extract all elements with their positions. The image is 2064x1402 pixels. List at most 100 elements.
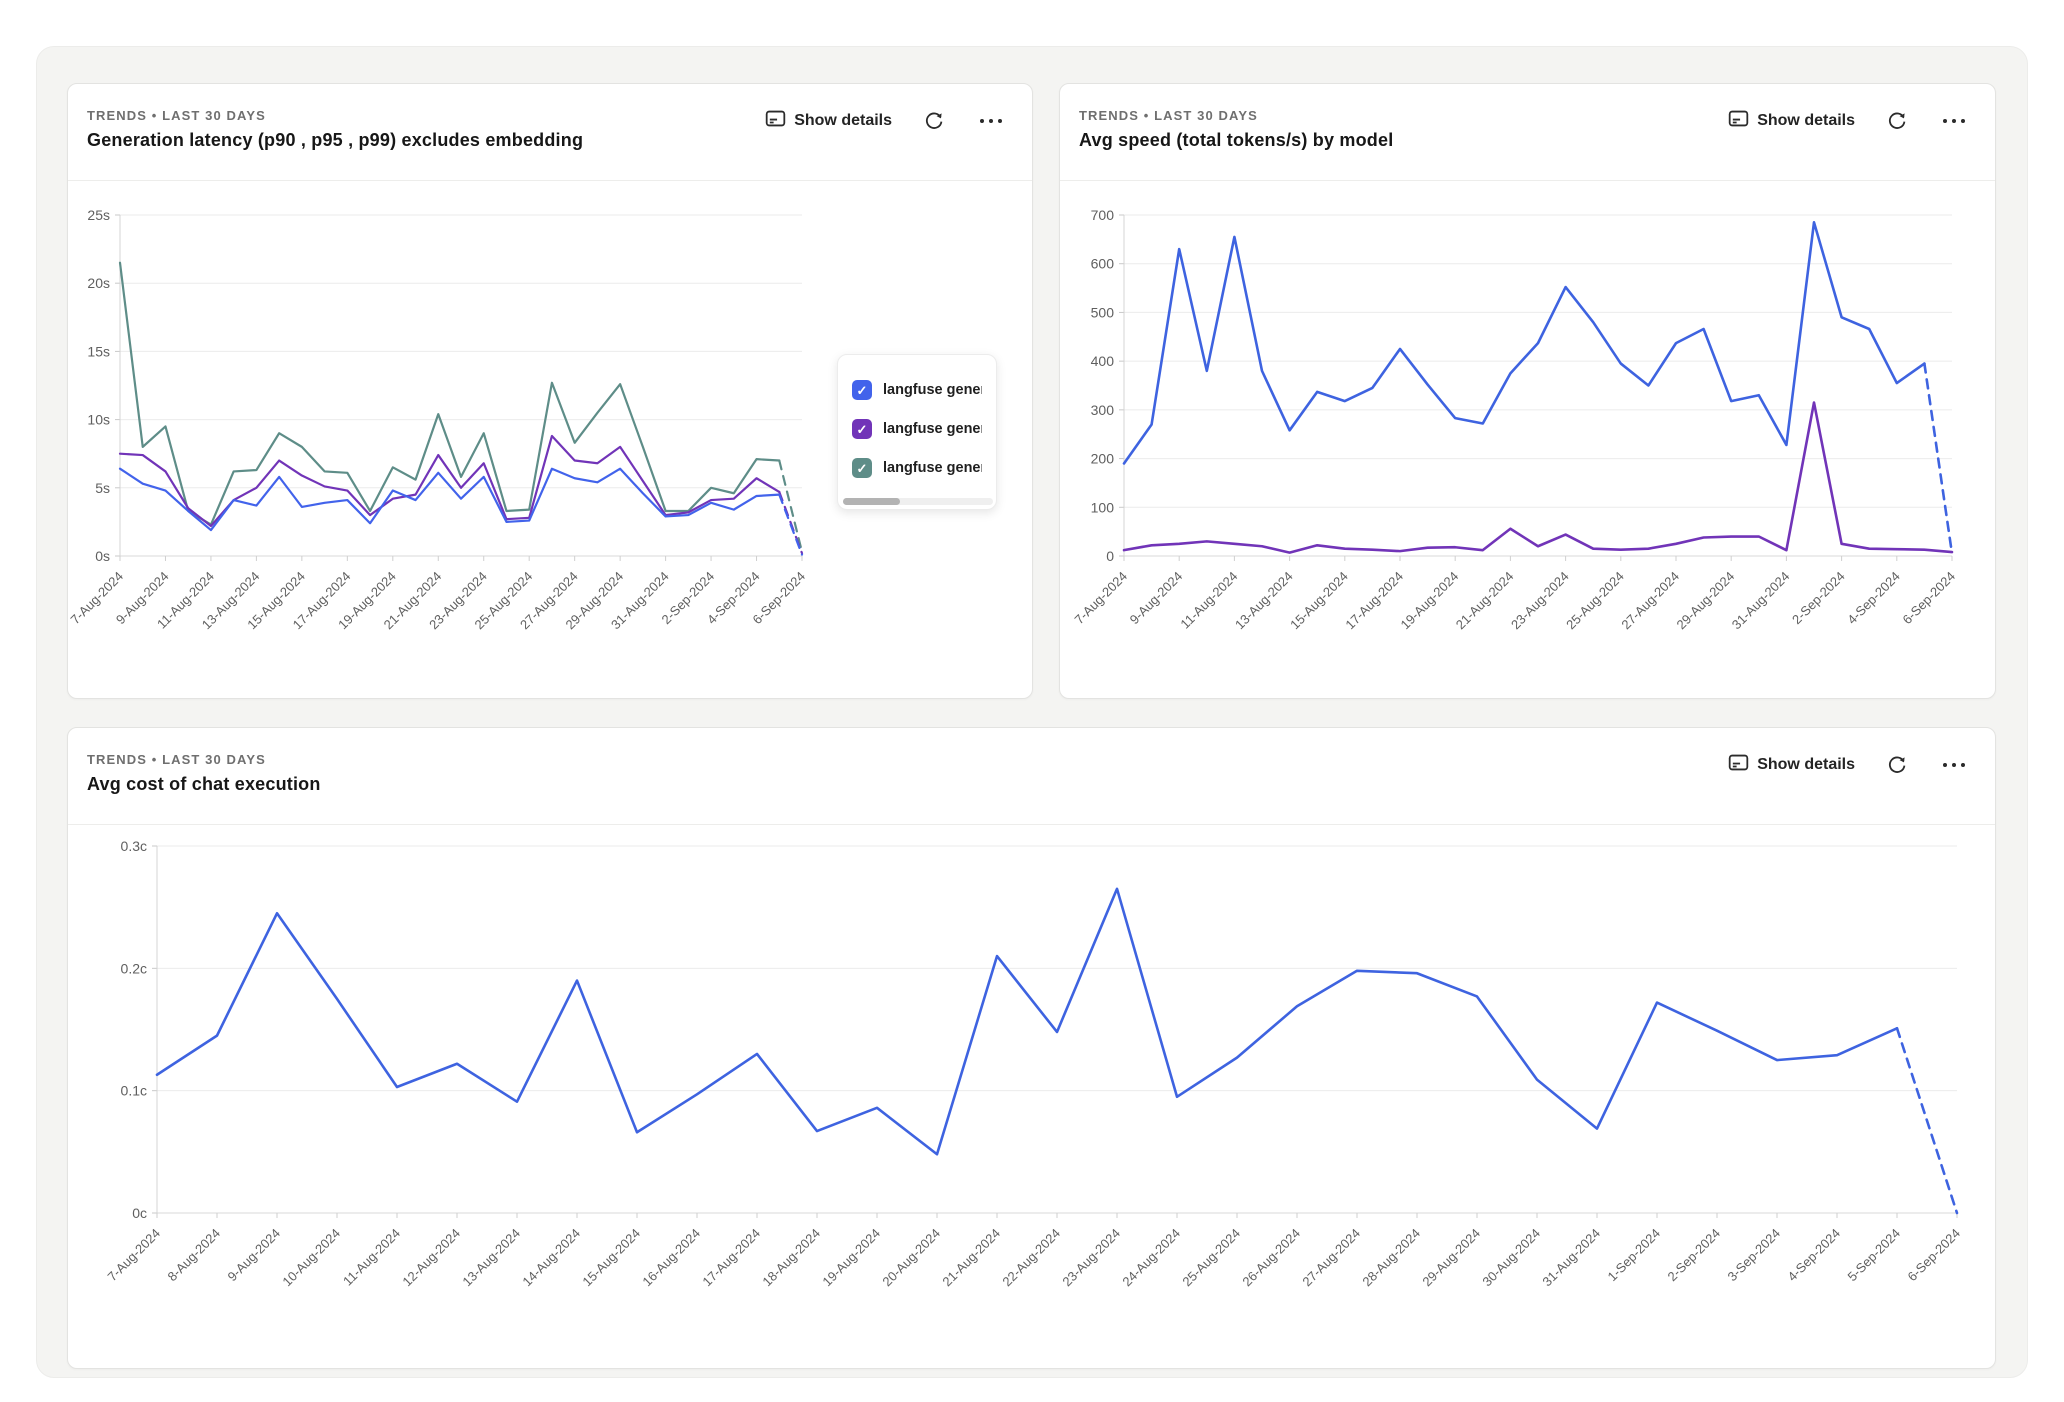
svg-text:13-Aug-2024: 13-Aug-2024	[459, 1226, 523, 1290]
avg-speed-chart: 0 100 200 300 400 500 600 700 7-Aug-20249-Aug-20…	[1071, 207, 1958, 633]
svg-text:5-Sep-2024: 5-Sep-2024	[1844, 1226, 1903, 1285]
card-header: TRENDS • LAST 30 DAYS Avg speed (total t…	[1060, 84, 1995, 180]
refresh-button[interactable]	[920, 107, 948, 135]
svg-text:200: 200	[1091, 451, 1115, 467]
card-title: Avg speed (total tokens/s) by model	[1079, 130, 1394, 150]
svg-text:27-Aug-2024: 27-Aug-2024	[1299, 1226, 1363, 1290]
svg-text:17-Aug-2024: 17-Aug-2024	[699, 1226, 763, 1290]
svg-text:500: 500	[1091, 304, 1115, 320]
header-divider	[1060, 180, 1995, 181]
trends-eyebrow: TRENDS • LAST 30 DAYS	[87, 108, 266, 123]
trends-eyebrow: TRENDS • LAST 30 DAYS	[1079, 108, 1258, 123]
svg-text:0.3c: 0.3c	[121, 838, 147, 854]
show-details-label: Show details	[794, 112, 892, 129]
checkbox-checked-icon[interactable]: ✓	[852, 458, 872, 478]
show-details-icon	[1728, 752, 1749, 778]
svg-text:13-Aug-2024: 13-Aug-2024	[1232, 569, 1296, 633]
legend-scrollbar-thumb[interactable]	[843, 498, 900, 505]
header-divider	[68, 180, 1032, 181]
card-generation-latency: TRENDS • LAST 30 DAYS Generation latency…	[67, 83, 1033, 699]
legend-item-p95[interactable]: ✓ langfuse genera	[852, 419, 982, 439]
latency-chart: 0s5s10s15s20s25s7-Aug-20249-Aug-202411-A…	[68, 207, 808, 632]
legend-label: langfuse genera	[883, 382, 982, 398]
svg-text:0: 0	[1106, 548, 1114, 564]
header-divider	[68, 824, 1995, 825]
svg-text:25-Aug-2024: 25-Aug-2024	[1563, 569, 1627, 633]
svg-text:11-Aug-2024: 11-Aug-2024	[340, 1226, 403, 1289]
svg-text:21-Aug-2024: 21-Aug-2024	[939, 1226, 1003, 1290]
svg-text:10-Aug-2024: 10-Aug-2024	[279, 1226, 343, 1290]
more-options-button[interactable]	[974, 113, 1008, 129]
legend-scrollbar[interactable]	[843, 498, 993, 505]
refresh-icon	[1888, 112, 1906, 129]
svg-text:16-Aug-2024: 16-Aug-2024	[639, 1226, 703, 1290]
svg-text:20s: 20s	[87, 275, 110, 291]
checkbox-checked-icon[interactable]: ✓	[852, 419, 872, 439]
legend-item-p90[interactable]: ✓ langfuse genera	[852, 380, 982, 400]
ellipsis-icon	[1943, 763, 1965, 767]
refresh-button[interactable]	[1883, 107, 1911, 135]
svg-text:3-Sep-2024: 3-Sep-2024	[1724, 1226, 1783, 1285]
svg-text:5s: 5s	[95, 480, 110, 496]
svg-text:700: 700	[1091, 207, 1115, 223]
svg-text:23-Aug-2024: 23-Aug-2024	[1508, 569, 1572, 633]
svg-text:10s: 10s	[87, 412, 110, 428]
show-details-button[interactable]: Show details	[1726, 104, 1857, 138]
svg-text:12-Aug-2024: 12-Aug-2024	[399, 1226, 463, 1290]
svg-text:25-Aug-2024: 25-Aug-2024	[1179, 1226, 1243, 1290]
svg-text:4-Sep-2024: 4-Sep-2024	[1844, 569, 1903, 628]
svg-text:8-Aug-2024: 8-Aug-2024	[164, 1226, 223, 1285]
svg-text:29-Aug-2024: 29-Aug-2024	[1419, 1226, 1483, 1290]
svg-text:24-Aug-2024: 24-Aug-2024	[1119, 1226, 1183, 1290]
legend-item-p99[interactable]: ✓ langfuse genera	[852, 458, 982, 478]
show-details-label: Show details	[1757, 756, 1855, 773]
refresh-icon	[1888, 756, 1906, 773]
dashboard-container: TRENDS • LAST 30 DAYS Generation latency…	[36, 46, 2028, 1378]
refresh-icon	[925, 112, 943, 129]
svg-text:6-Sep-2024: 6-Sep-2024	[1899, 569, 1958, 628]
svg-text:20-Aug-2024: 20-Aug-2024	[879, 1226, 943, 1290]
show-details-icon	[1728, 108, 1749, 134]
svg-text:7-Aug-2024: 7-Aug-2024	[1071, 569, 1130, 628]
svg-text:19-Aug-2024: 19-Aug-2024	[1398, 569, 1462, 633]
card-title: Generation latency (p90 , p95 , p99) exc…	[87, 130, 584, 150]
svg-text:400: 400	[1091, 353, 1115, 369]
more-options-button[interactable]	[1937, 113, 1971, 129]
svg-text:15-Aug-2024: 15-Aug-2024	[579, 1226, 643, 1290]
legend-label: langfuse genera	[883, 421, 982, 437]
svg-text:9-Aug-2024: 9-Aug-2024	[224, 1226, 283, 1285]
svg-text:4-Sep-2024: 4-Sep-2024	[1784, 1226, 1843, 1285]
svg-text:7-Aug-2024: 7-Aug-2024	[104, 1226, 163, 1285]
svg-text:0.1c: 0.1c	[121, 1083, 147, 1099]
ellipsis-icon	[980, 119, 1002, 123]
show-details-icon	[765, 108, 786, 134]
svg-text:2-Sep-2024: 2-Sep-2024	[1664, 1226, 1723, 1285]
svg-text:23-Aug-2024: 23-Aug-2024	[1059, 1226, 1123, 1290]
svg-text:25s: 25s	[87, 207, 110, 223]
svg-text:31-Aug-2024: 31-Aug-2024	[1539, 1226, 1603, 1290]
svg-text:31-Aug-2024: 31-Aug-2024	[1729, 569, 1793, 633]
svg-text:2-Sep-2024: 2-Sep-2024	[1789, 569, 1848, 628]
show-details-button[interactable]: Show details	[763, 104, 894, 138]
svg-text:22-Aug-2024: 22-Aug-2024	[999, 1226, 1063, 1290]
card-avg-speed: TRENDS • LAST 30 DAYS Avg speed (total t…	[1059, 83, 1996, 699]
show-details-button[interactable]: Show details	[1726, 748, 1857, 782]
svg-text:14-Aug-2024: 14-Aug-2024	[519, 1226, 583, 1290]
svg-text:0c: 0c	[132, 1205, 147, 1221]
svg-text:19-Aug-2024: 19-Aug-2024	[819, 1226, 883, 1290]
checkbox-checked-icon[interactable]: ✓	[852, 380, 872, 400]
svg-text:0.2c: 0.2c	[121, 960, 147, 976]
more-options-button[interactable]	[1937, 757, 1971, 773]
svg-text:30-Aug-2024: 30-Aug-2024	[1479, 1226, 1543, 1290]
svg-text:300: 300	[1091, 402, 1115, 418]
svg-text:27-Aug-2024: 27-Aug-2024	[1618, 569, 1682, 633]
card-avg-cost: TRENDS • LAST 30 DAYS Avg cost of chat e…	[67, 727, 1996, 1369]
svg-text:0s: 0s	[95, 548, 110, 564]
show-details-label: Show details	[1757, 112, 1855, 129]
svg-text:29-Aug-2024: 29-Aug-2024	[1674, 569, 1738, 633]
svg-text:28-Aug-2024: 28-Aug-2024	[1359, 1226, 1423, 1290]
legend-label: langfuse genera	[883, 460, 982, 476]
refresh-button[interactable]	[1883, 751, 1911, 779]
card-header: TRENDS • LAST 30 DAYS Avg cost of chat e…	[68, 728, 1995, 824]
svg-text:21-Aug-2024: 21-Aug-2024	[1453, 569, 1517, 633]
